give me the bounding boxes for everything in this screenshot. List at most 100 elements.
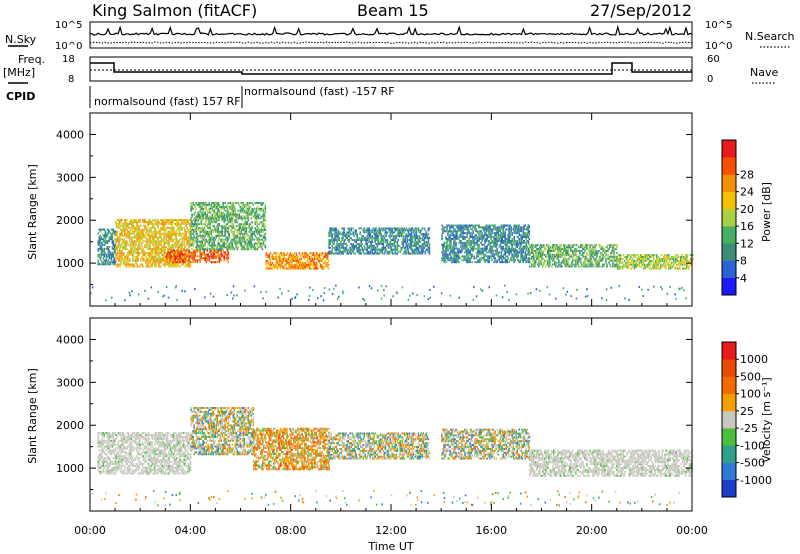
heatmap-cell-2 bbox=[219, 249, 221, 252]
heatmap-cell-3 bbox=[229, 221, 232, 224]
heatmap-cell-7 bbox=[556, 261, 558, 264]
heatmap-cell-1 bbox=[138, 234, 140, 237]
heatmap-cell-5 bbox=[408, 229, 411, 232]
heatmap-cell-6 bbox=[491, 230, 493, 233]
heatmap-cell-4 bbox=[323, 265, 326, 268]
heatmap-cell-5 bbox=[328, 246, 330, 249]
heatmap-cell-4 bbox=[300, 258, 303, 260]
heatmap-cell-1 bbox=[180, 223, 182, 225]
heatmap-cell-5 bbox=[373, 237, 375, 240]
heatmap-cell-6 bbox=[517, 243, 519, 246]
heatmap-cell-3 bbox=[191, 248, 193, 251]
heatmap-cell-6 bbox=[447, 259, 449, 262]
heatmap-cell-6 bbox=[463, 241, 465, 244]
heatmap-cell-5 bbox=[415, 248, 418, 251]
heatmap-cell-5 bbox=[335, 229, 337, 232]
heatmap-cell-3 bbox=[262, 209, 265, 212]
heatmap-cell-2 bbox=[172, 249, 174, 252]
heatmap-cell-4 bbox=[288, 256, 291, 258]
heatmap-cell-4 bbox=[276, 252, 279, 255]
heatmap-cell-3 bbox=[217, 234, 219, 237]
heatmap-cell-0 bbox=[100, 253, 103, 256]
heatmap-cell-1 bbox=[136, 226, 138, 229]
heatmap-cell-6 bbox=[478, 236, 480, 239]
heatmap-cell-5 bbox=[345, 248, 347, 251]
heatmap-cell-6 bbox=[493, 224, 495, 227]
heatmap-cell-2 bbox=[166, 257, 168, 260]
heatmap-cell-5 bbox=[363, 248, 365, 251]
heatmap-cell-1 bbox=[118, 259, 120, 262]
heatmap-cell-6 bbox=[508, 251, 510, 254]
heatmap-cell-1 bbox=[149, 221, 151, 224]
heatmap-cell-7 bbox=[544, 259, 546, 262]
heatmap-cell-1 bbox=[162, 255, 164, 258]
heatmap-cell-6 bbox=[453, 241, 455, 244]
heatmap-cell-6 bbox=[462, 238, 464, 240]
heatmap-cell-4 bbox=[279, 261, 282, 264]
heatmap-cell-1 bbox=[186, 236, 188, 239]
heatmap-cell-6 bbox=[492, 228, 494, 231]
heatmap-cell-0 bbox=[108, 249, 111, 252]
heatmap-cell-6 bbox=[504, 234, 506, 237]
heatmap-cell-5 bbox=[343, 246, 345, 249]
heatmap-cell-6 bbox=[455, 255, 457, 258]
heatmap-cell-3 bbox=[237, 217, 240, 220]
heatmap-cell-1 bbox=[168, 246, 170, 249]
heatmap-cell-7 bbox=[536, 252, 538, 254]
heatmap-cell-1 bbox=[125, 232, 127, 235]
heatmap-cell-3 bbox=[254, 229, 257, 231]
heatmap-cell-3 bbox=[212, 244, 214, 247]
heatmap-cell-1 bbox=[141, 236, 143, 239]
heatmap-cell-3 bbox=[256, 225, 259, 228]
heatmap-cell-6 bbox=[501, 241, 503, 244]
heatmap-cell-5 bbox=[335, 233, 337, 236]
heatmap-cell-7 bbox=[541, 253, 543, 256]
heatmap-cell-1 bbox=[168, 221, 170, 224]
heatmap-cell-6 bbox=[523, 224, 525, 227]
heatmap-cell-3 bbox=[246, 238, 249, 241]
heatmap-cell-3 bbox=[215, 203, 217, 206]
heatmap-cell-6 bbox=[501, 240, 503, 242]
heatmap-cell-4 bbox=[327, 267, 330, 270]
heatmap-cell-5 bbox=[416, 246, 419, 249]
heatmap-cell-0 bbox=[114, 244, 117, 246]
heatmap-cell-0 bbox=[107, 253, 110, 256]
heatmap-cell-6 bbox=[501, 261, 503, 264]
heatmap-cell-6 bbox=[480, 236, 482, 239]
heatmap-cell-3 bbox=[224, 246, 226, 249]
heatmap-cell-5 bbox=[383, 252, 386, 255]
heatmap-cell-3 bbox=[199, 209, 201, 212]
heatmap-cell-5 bbox=[345, 246, 347, 249]
heatmap-cell-1 bbox=[185, 219, 187, 222]
heatmap-cell-1 bbox=[188, 238, 190, 241]
heatmap-cell-3 bbox=[190, 234, 192, 237]
heatmap-cell-6 bbox=[450, 259, 452, 262]
heatmap-cell-0 bbox=[98, 242, 101, 245]
heatmap-cell-5 bbox=[354, 244, 356, 247]
heatmap-cell-4 bbox=[315, 258, 318, 260]
heatmap-cell-3 bbox=[199, 230, 201, 233]
heatmap-cell-1 bbox=[178, 230, 180, 233]
heatmap-cell-3 bbox=[198, 244, 200, 247]
heatmap-cell-3 bbox=[220, 215, 222, 218]
heatmap-cell-5 bbox=[368, 227, 370, 230]
heatmap-cell-0 bbox=[101, 247, 104, 250]
heatmap-cell-4 bbox=[320, 252, 323, 255]
heatmap-cell-3 bbox=[263, 236, 266, 239]
heatmap-cell-1 bbox=[143, 219, 145, 222]
heatmap-cell-2 bbox=[203, 253, 205, 256]
heatmap-cell-6 bbox=[468, 230, 470, 233]
heatmap-cell-7 bbox=[531, 248, 533, 251]
heatmap-cell-5 bbox=[372, 246, 374, 249]
heatmap-cell-6 bbox=[457, 224, 459, 227]
heatmap-cell-4 bbox=[272, 263, 275, 266]
heatmap-cell-1 bbox=[147, 228, 149, 231]
heatmap-cell-6 bbox=[518, 247, 520, 250]
heatmap-cell-1 bbox=[119, 221, 121, 224]
heatmap-cell-6 bbox=[520, 238, 522, 240]
heatmap-cell-4 bbox=[295, 265, 298, 268]
heatmap-cell-5 bbox=[363, 239, 365, 242]
heatmap-cell-5 bbox=[386, 231, 389, 234]
heatmap-cell-3 bbox=[219, 230, 221, 233]
heatmap-cell-1 bbox=[150, 230, 152, 233]
